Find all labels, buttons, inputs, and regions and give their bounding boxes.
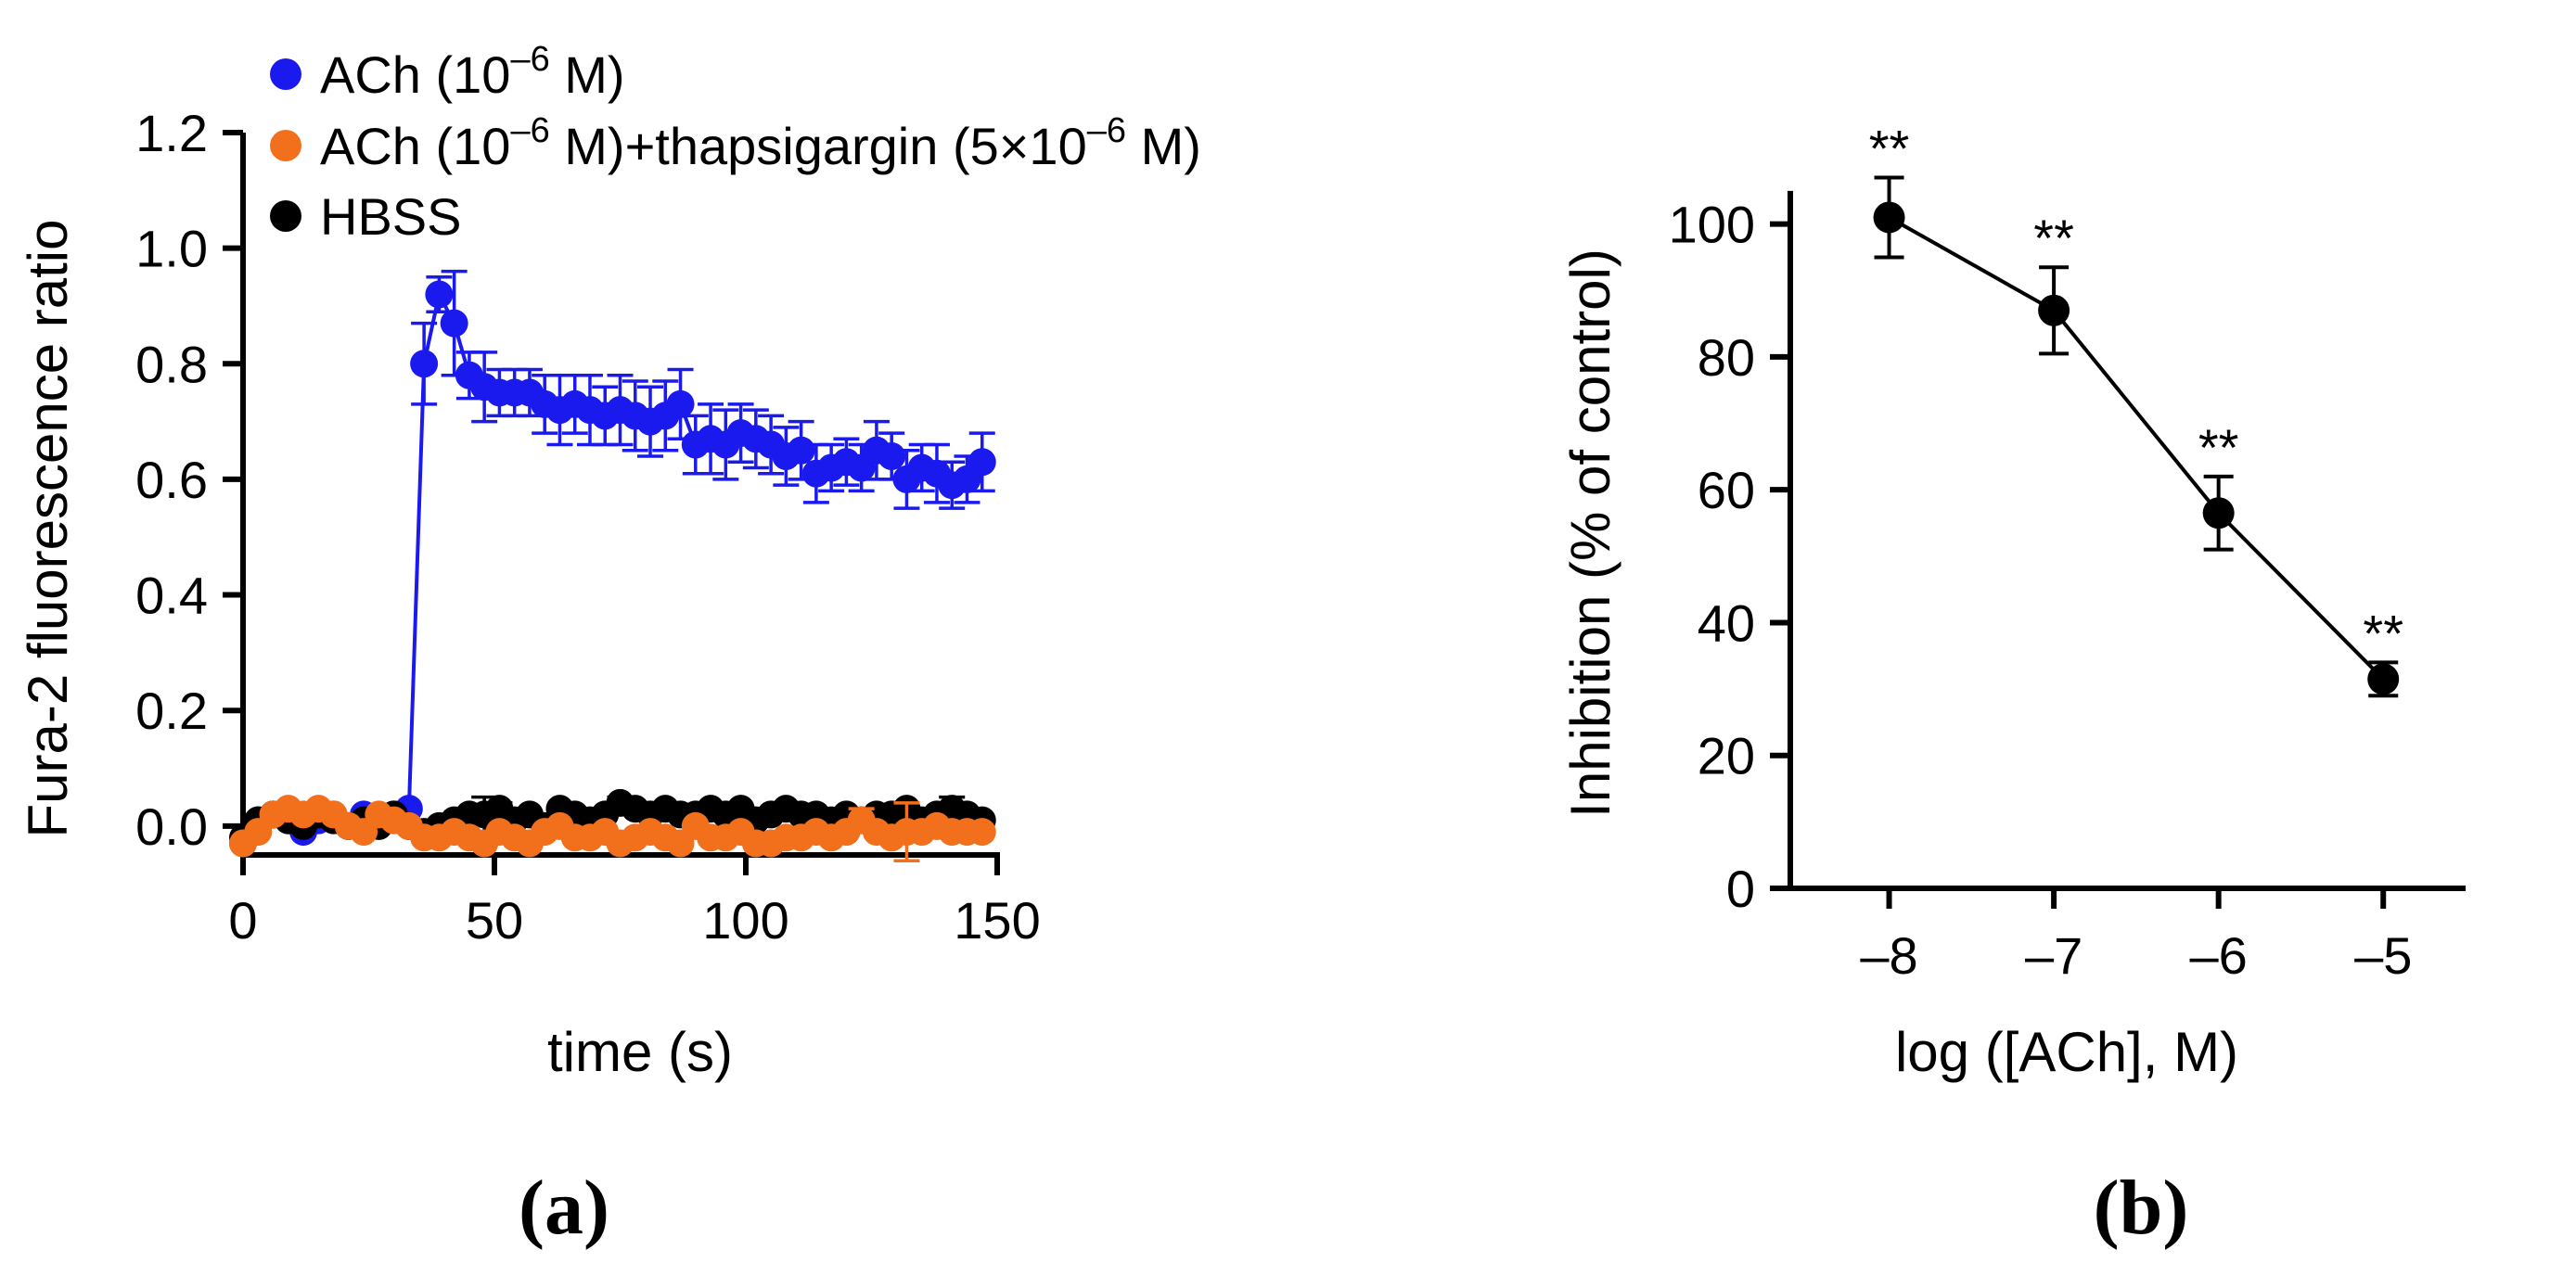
data-point xyxy=(1873,201,1905,234)
data-marks: ** ** ** ** xyxy=(1869,119,2403,698)
data-point xyxy=(2038,294,2070,326)
panel-a-chart: ACh (10–6 M) ACh (10–6 M)+thapsigargin (… xyxy=(17,40,1201,1251)
legend-marker-ach xyxy=(270,58,301,90)
axes: 0 20 40 60 80 100 –8 –7 –6 –5 xyxy=(1669,190,2466,985)
data-point xyxy=(787,436,815,465)
x-tick-label: 150 xyxy=(954,891,1040,950)
panel-label-b: (b) xyxy=(2094,1165,2189,1251)
series-line xyxy=(1888,215,2385,681)
panel-b-chart: 0 20 40 60 80 100 –8 –7 –6 –5 ** ** ** ** log ([ACh]… xyxy=(1559,119,2466,1251)
x-tick-label: –8 xyxy=(1860,926,1917,985)
significance-label: ** xyxy=(2198,418,2239,477)
data-point xyxy=(666,389,695,418)
significance-label: ** xyxy=(2033,209,2074,267)
x-tick-label: 100 xyxy=(702,891,788,950)
data-point xyxy=(2202,497,2235,529)
y-tick-label: 60 xyxy=(1698,461,1755,519)
legend: ACh (10–6 M) ACh (10–6 M)+thapsigargin (… xyxy=(270,40,1201,246)
x-tick-label: –5 xyxy=(2354,926,2412,985)
legend-marker-hbss xyxy=(270,200,301,232)
y-axis-label: Inhibition (% of control) xyxy=(1559,249,1621,818)
significance-label: ** xyxy=(2363,604,2403,662)
legend-entry-ach: ACh (10–6 M) xyxy=(320,40,625,104)
x-tick-label: 50 xyxy=(466,891,523,950)
data-point xyxy=(968,448,996,477)
x-tick-label: –7 xyxy=(2025,926,2083,985)
y-tick-label: 80 xyxy=(1698,328,1755,387)
legend-marker-thapsigargin xyxy=(270,130,301,161)
x-axis-label: log ([ACh], M) xyxy=(1895,1021,2238,1083)
data-point xyxy=(968,818,996,847)
x-axis-label: time (s) xyxy=(547,1021,733,1083)
y-tick-label: 0.8 xyxy=(135,335,208,393)
series-inhibition: ** ** ** ** xyxy=(1869,119,2403,698)
y-tick-label: 0.0 xyxy=(135,797,208,856)
legend-entry-hbss: HBSS xyxy=(320,187,462,246)
y-tick-label: 0 xyxy=(1726,860,1755,918)
data-marks xyxy=(229,269,996,862)
y-tick-label: 20 xyxy=(1698,727,1755,785)
legend-entry-thapsigargin: ACh (10–6 M)+thapsigargin (5×10–6 M) xyxy=(320,111,1201,175)
y-tick-label: 0.2 xyxy=(135,682,208,740)
y-tick-label: 100 xyxy=(1669,196,1755,254)
y-tick-label: 40 xyxy=(1698,593,1755,652)
series-thapsigargin xyxy=(229,795,996,862)
x-tick-label: 0 xyxy=(228,891,257,950)
significance-label: ** xyxy=(1869,119,1910,177)
y-tick-label: 0.6 xyxy=(135,451,208,509)
y-axis-label: Fura-2 fluorescence ratio xyxy=(17,220,79,838)
data-point xyxy=(440,309,468,338)
data-point xyxy=(410,350,439,378)
data-point xyxy=(2367,663,2400,695)
panel-label-a: (a) xyxy=(519,1165,609,1251)
y-tick-label: 1.2 xyxy=(135,104,208,162)
y-tick-label: 1.0 xyxy=(135,220,208,278)
data-point xyxy=(425,280,454,309)
series-ach xyxy=(229,269,996,858)
y-tick-label: 0.4 xyxy=(135,567,208,625)
data-point xyxy=(878,441,906,470)
x-tick-label: –6 xyxy=(2190,926,2248,985)
axes: 0.0 0.2 0.4 0.6 0.8 1.0 1.2 0 50 100 150 xyxy=(135,104,1041,950)
